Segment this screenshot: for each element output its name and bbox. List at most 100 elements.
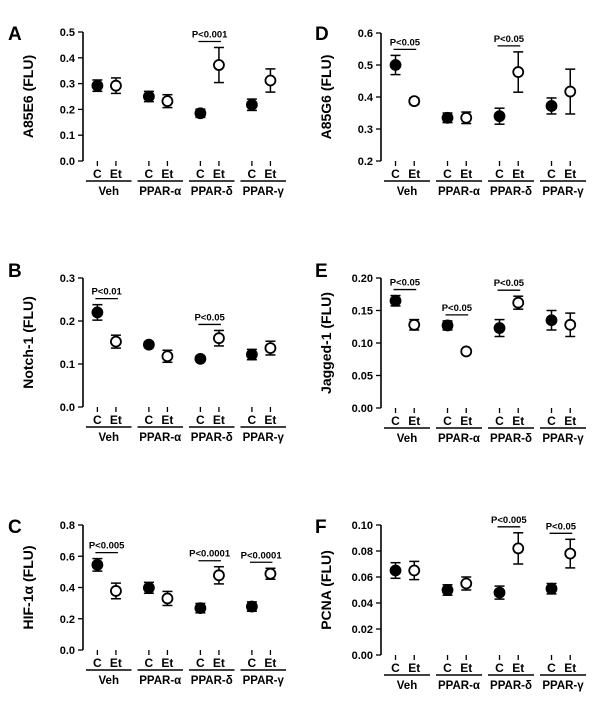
group-label: PPAR-δ xyxy=(191,432,233,444)
significance-label: P<0.0001 xyxy=(189,549,231,560)
group-label: PPAR-γ xyxy=(243,186,285,198)
y-tick-label: 0.3 xyxy=(60,79,75,91)
panel-e: E Jagged-1 (FLU) 0.00 0.05 0.10 0.15 0.20 C Et Ve… xyxy=(315,261,586,445)
y-tick-label: 0.3 xyxy=(60,273,75,285)
y-tick-label: 0.00 xyxy=(352,650,373,662)
y-axis-label: A85E6 (FLU) xyxy=(20,55,36,138)
group-label: Veh xyxy=(99,675,119,687)
point-ethanol xyxy=(110,335,122,348)
condition-label: Et xyxy=(161,167,173,181)
condition-label: C xyxy=(547,414,556,428)
significance-label: P<0.05 xyxy=(494,278,525,289)
condition-label: Et xyxy=(161,656,173,670)
condition-label: Et xyxy=(564,167,576,181)
condition-label: C xyxy=(547,661,556,675)
group-label: PPAR-γ xyxy=(542,433,584,445)
group-label: Veh xyxy=(99,432,119,444)
panel-a: A A85E6 (FLU) 0.0 0.1 0.2 0.3 0.4 0.5 C Et Veh C Et P… xyxy=(8,24,286,198)
significance-label: P<0.005 xyxy=(491,515,527,526)
significance-label: P<0.05 xyxy=(390,278,421,289)
condition-label: C xyxy=(391,414,400,428)
condition-label: Et xyxy=(564,661,576,675)
y-tick-label: 0.6 xyxy=(358,28,373,40)
panel-letter: D xyxy=(315,24,329,45)
condition-label: C xyxy=(248,167,257,181)
condition-label: C xyxy=(443,661,452,675)
condition-label: Et xyxy=(460,661,472,675)
condition-label: Et xyxy=(213,167,225,181)
panel-letter: C xyxy=(8,517,22,538)
y-tick-label: 0.15 xyxy=(352,306,373,318)
point-ethanol xyxy=(564,85,577,98)
condition-label: C xyxy=(93,167,102,181)
condition-label: Et xyxy=(110,167,122,181)
condition-label: C xyxy=(495,414,504,428)
point-control xyxy=(545,582,558,595)
group-label: PPAR-δ xyxy=(490,680,532,692)
group-label: PPAR-δ xyxy=(191,675,233,687)
condition-label: Et xyxy=(161,413,173,427)
y-tick-label: 0.06 xyxy=(352,572,373,584)
y-tick-label: 0.05 xyxy=(352,371,373,383)
point-ethanol xyxy=(408,318,421,331)
condition-label: Et xyxy=(110,413,122,427)
y-tick-label: 0.0 xyxy=(60,645,75,657)
condition-label: C xyxy=(443,414,452,428)
panel-letter: F xyxy=(315,517,327,538)
point-control xyxy=(441,319,454,332)
significance-label: P<0.0001 xyxy=(241,550,283,561)
point-ethanol xyxy=(564,318,577,331)
group-label: Veh xyxy=(397,186,417,198)
y-axis-label: Jagged-1 (FLU) xyxy=(318,292,334,394)
point-ethanol xyxy=(564,547,577,560)
point-control xyxy=(493,586,506,599)
y-axis-label: HIF-1α (FLU) xyxy=(20,545,36,629)
point-ethanol xyxy=(213,569,225,582)
point-control xyxy=(194,602,207,615)
y-tick-label: 0.10 xyxy=(352,520,373,532)
y-tick-label: 0.2 xyxy=(60,614,75,626)
y-tick-label: 0.2 xyxy=(60,104,75,116)
point-control xyxy=(389,59,402,71)
panel-letter: A xyxy=(8,24,22,45)
condition-label: Et xyxy=(512,661,524,675)
condition-label: C xyxy=(443,167,452,181)
condition-label: Et xyxy=(512,414,524,428)
group-label: PPAR-δ xyxy=(490,433,532,445)
group-label: Veh xyxy=(99,186,119,198)
point-control xyxy=(194,352,207,365)
point-control xyxy=(493,110,506,123)
y-tick-label: 0.4 xyxy=(60,583,76,595)
point-ethanol xyxy=(213,332,225,345)
condition-label: C xyxy=(248,413,257,427)
point-ethanol xyxy=(161,350,174,363)
y-tick-label: 0.10 xyxy=(352,338,373,350)
point-ethanol xyxy=(264,342,277,354)
y-tick-label: 0.20 xyxy=(352,273,373,285)
y-tick-label: 0.8 xyxy=(60,520,75,532)
point-ethanol xyxy=(512,296,525,309)
y-axis-label: PCNA (FLU) xyxy=(318,550,334,630)
point-control xyxy=(194,107,207,120)
point-ethanol xyxy=(408,564,421,577)
condition-label: Et xyxy=(213,656,225,670)
significance-label: P<0.01 xyxy=(91,287,122,298)
y-axis-label: Notch-1 (FLU) xyxy=(20,296,36,389)
group-label: Veh xyxy=(397,433,417,445)
condition-label: Et xyxy=(264,413,276,427)
y-tick-label: 0.6 xyxy=(60,551,75,563)
panel-f: F PCNA (FLU) 0.00 0.02 0.04 0.06 0.08 0.10 C Et Ve… xyxy=(315,515,586,692)
y-tick-label: 0.2 xyxy=(60,316,75,328)
condition-label: Et xyxy=(408,414,420,428)
significance-label: P<0.005 xyxy=(89,541,125,552)
point-ethanol xyxy=(512,542,525,555)
point-control xyxy=(91,306,104,319)
group-label: PPAR-α xyxy=(139,186,181,198)
point-control xyxy=(245,98,258,111)
point-ethanol xyxy=(408,95,421,108)
condition-label: Et xyxy=(264,656,276,670)
point-control xyxy=(245,600,258,613)
y-tick-label: 0.5 xyxy=(60,27,75,39)
group-label: PPAR-δ xyxy=(191,186,233,198)
y-tick-label: 0.3 xyxy=(358,124,373,136)
